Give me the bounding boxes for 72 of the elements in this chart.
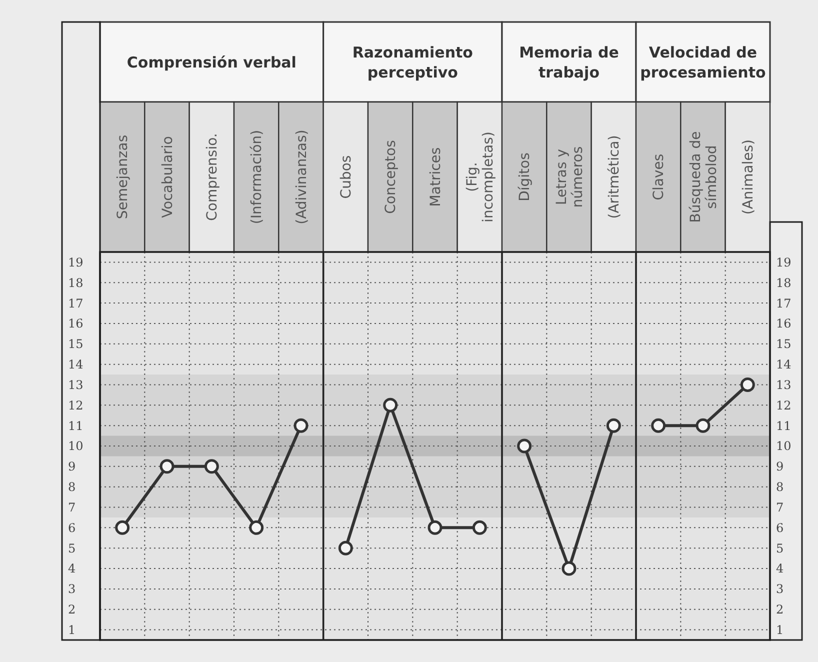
y2-tick-label: 13: [776, 378, 792, 392]
x-tick-label: Búsqueda de símbolod: [688, 131, 720, 223]
y2-tick-label: 9: [776, 460, 784, 474]
y-tick-label: 2: [68, 602, 76, 617]
y-tick-label: 17: [68, 296, 84, 310]
y2-tick-label: 5: [776, 541, 784, 556]
y2-tick-label: 8: [776, 480, 784, 494]
x-tick-label: (Adivinanzas): [294, 130, 310, 224]
y2-tick-label: 2: [776, 602, 784, 617]
x-tick-label: Dígitos: [517, 152, 534, 202]
x-tick-label: (Información): [249, 130, 266, 224]
x-tick-label: Conceptos: [383, 140, 400, 214]
x-tick-label: (Fig. incompletas): [464, 132, 497, 222]
point: [562, 561, 576, 576]
y2-tick-label: 7: [776, 500, 784, 514]
point: [696, 418, 710, 433]
y2-tick-label: 12: [776, 398, 792, 412]
point: [428, 520, 442, 535]
y2-tick-label: 6: [776, 520, 784, 535]
y-tick-label: 16: [68, 316, 84, 331]
x-tick-label: Vocabulario: [160, 136, 176, 218]
y-tick-label: 3: [68, 582, 76, 596]
y-tick-label: 19: [68, 255, 84, 270]
y2-tick-label: 17: [776, 296, 792, 310]
x-tick-label: (Animales): [740, 139, 757, 215]
text: Velocidad de procesamiento: [640, 43, 766, 82]
y-tick-label: 1: [68, 622, 76, 637]
y2-tick-label: 16: [776, 316, 792, 331]
x-tick-label: (Aritmética): [606, 135, 623, 219]
y2-tick-label: 4: [776, 562, 784, 576]
text: Memoria de trabajo: [519, 43, 619, 82]
x-tick-label: Claves: [651, 154, 668, 200]
y2-tick-label: 10: [776, 439, 792, 454]
point: [160, 459, 174, 474]
y-tick-label: 13: [68, 378, 84, 392]
y-tick-label: 18: [68, 276, 84, 290]
x-tick-label: Semejanzas: [115, 134, 132, 220]
y-tick-label: 4: [68, 562, 76, 576]
point: [249, 520, 264, 535]
point: [115, 520, 130, 535]
y-tick-label: 5: [68, 541, 76, 556]
point: [651, 418, 666, 433]
y2-tick-label: 15: [776, 337, 792, 352]
point: [294, 418, 308, 433]
point: [472, 520, 487, 535]
y2-tick-label: 14: [776, 358, 792, 372]
x-tick-label: Matrices: [428, 147, 444, 207]
y-tick-label: 6: [68, 520, 76, 535]
y2-tick-label: 11: [776, 418, 792, 433]
text: Comprensión verbal: [126, 53, 296, 72]
y2-tick-label: 1: [776, 622, 784, 637]
y-tick-label: 14: [68, 358, 84, 372]
y2-tick-label: 3: [776, 582, 784, 596]
y-tick-label: 15: [68, 337, 84, 352]
y-tick-label: 7: [68, 500, 76, 514]
y-tick-label: 10: [68, 439, 84, 454]
point: [383, 398, 398, 412]
point: [517, 438, 532, 454]
y-tick-label: 11: [68, 418, 84, 433]
x-tick-label: Letras y números: [554, 146, 586, 208]
point: [740, 377, 755, 392]
y-tick-label: 9: [68, 460, 76, 474]
x-tick-label: Cubos: [338, 155, 355, 199]
y2-tick-label: 19: [776, 255, 792, 270]
y-tick-label: 8: [68, 480, 76, 494]
y2-tick-label: 18: [776, 276, 792, 290]
text: Razonamiento perceptivo: [352, 43, 473, 82]
point: [606, 418, 621, 433]
point: [338, 540, 353, 556]
point: [204, 459, 219, 474]
x-tick-label: Comprensio.: [204, 133, 221, 221]
y-tick-label: 12: [68, 398, 84, 412]
